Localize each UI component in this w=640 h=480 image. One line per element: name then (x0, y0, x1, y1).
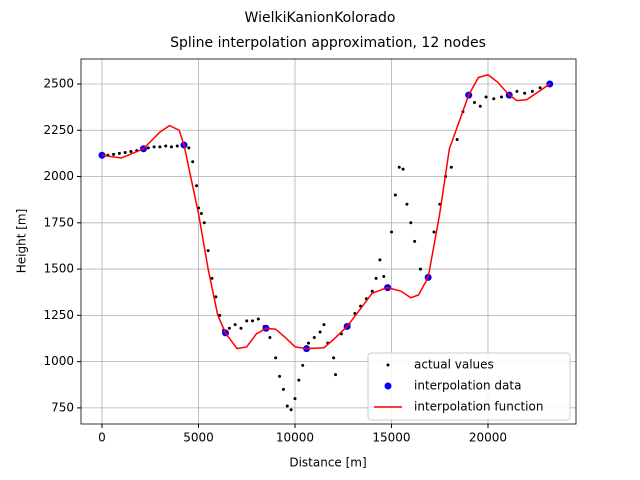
data-point (239, 326, 243, 330)
data-point (175, 144, 179, 148)
data-point (123, 150, 127, 154)
data-point (397, 165, 401, 169)
x-tick-label: 10000 (276, 431, 314, 445)
data-point (382, 274, 386, 278)
data-point (297, 378, 301, 382)
y-tick-label: 2500 (43, 76, 74, 90)
y-tick-label: 2250 (43, 123, 74, 137)
data-point (322, 323, 326, 327)
data-point (301, 363, 305, 367)
data-point (274, 356, 278, 360)
y-tick-label: 1750 (43, 215, 74, 229)
data-point (245, 319, 249, 323)
legend-box (367, 352, 571, 421)
data-point (312, 336, 316, 340)
plot-frame (80, 58, 577, 425)
y-tick-label: 1000 (43, 354, 74, 368)
data-point (195, 184, 199, 188)
x-tick-label: 20000 (469, 431, 507, 445)
y-tick-label: 750 (51, 400, 74, 414)
data-point (307, 341, 311, 345)
data-point (268, 336, 272, 340)
data-point (191, 160, 195, 164)
data-point (289, 408, 293, 412)
chart-title: WielkiKanionKolorado (245, 10, 396, 26)
data-point (484, 95, 488, 99)
legend-label: interpolation function (414, 400, 543, 414)
data-point (152, 145, 156, 149)
legend-label: interpolation data (414, 379, 521, 393)
data-point (455, 138, 459, 142)
data-point (256, 317, 260, 321)
legend-key (386, 363, 390, 367)
legend-key (384, 382, 392, 390)
data-point (332, 356, 336, 360)
data-point (418, 267, 422, 271)
data-point (164, 144, 168, 148)
data-point (158, 145, 162, 149)
data-point (146, 146, 150, 150)
data-point (187, 146, 191, 150)
data-point (334, 373, 338, 377)
data-point (530, 89, 534, 93)
data-point (374, 276, 378, 280)
data-point (210, 276, 214, 280)
legend-label: actual values (414, 358, 494, 372)
x-tick-label: 5000 (183, 431, 214, 445)
data-point (233, 323, 237, 327)
y-axis-label: Height [m] (15, 209, 29, 274)
y-tick-label: 1250 (43, 308, 74, 322)
x-tick-label: 15000 (372, 431, 410, 445)
data-point (318, 330, 322, 334)
data-point (393, 193, 397, 197)
data-point (218, 313, 222, 317)
data-point (214, 295, 218, 299)
data-point (492, 97, 496, 101)
x-tick-label: 0 (98, 431, 106, 445)
data-point (251, 319, 255, 323)
data-point (538, 86, 542, 90)
data-point (432, 230, 436, 234)
data-point (227, 326, 231, 330)
data-point (500, 95, 504, 99)
data-point (472, 100, 476, 104)
data-point (112, 152, 116, 156)
data-point (206, 249, 210, 253)
data-point (449, 165, 453, 169)
data-point (293, 397, 297, 401)
data-point (199, 212, 203, 216)
data-point (281, 387, 285, 391)
data-point (202, 221, 206, 225)
data-point (389, 230, 393, 234)
y-tick-label: 1500 (43, 262, 74, 276)
data-point (378, 258, 382, 262)
data-point (285, 404, 289, 408)
data-point (405, 202, 409, 206)
data-point (129, 150, 133, 154)
data-point (169, 145, 173, 149)
spline-line (101, 73, 551, 350)
data-point (401, 167, 405, 171)
data-point (370, 289, 374, 293)
data-point (409, 221, 413, 225)
data-point (478, 104, 482, 108)
data-point (278, 374, 282, 378)
x-axis-label: Distance [m] (289, 456, 366, 470)
chart-subtitle: Spline interpolation approximation, 12 n… (170, 35, 486, 51)
data-point (413, 239, 417, 243)
y-tick-label: 2000 (43, 169, 74, 183)
data-point (117, 151, 121, 155)
data-point (515, 89, 519, 93)
data-point (523, 91, 527, 95)
